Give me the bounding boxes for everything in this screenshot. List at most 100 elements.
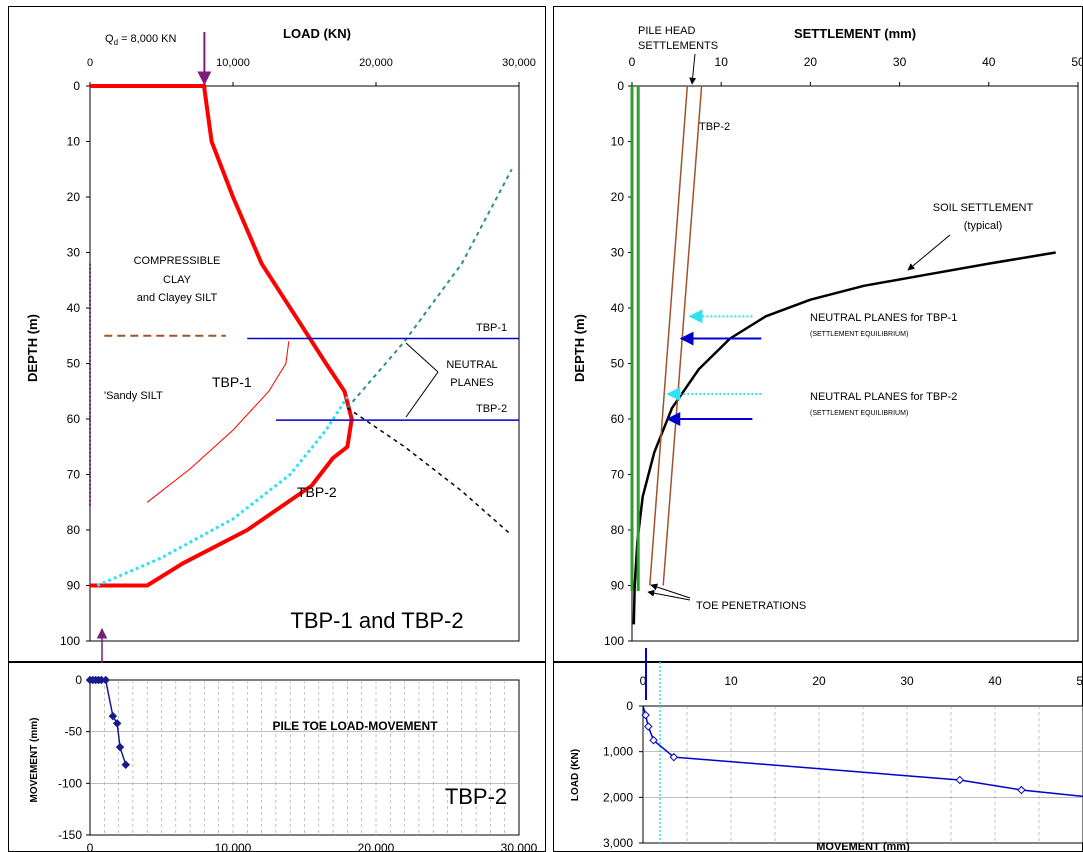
load-series-4-line (346, 407, 510, 534)
tbp2-curve-label: TBP-2 (297, 484, 337, 500)
pile-head-arrow (689, 53, 697, 85)
neutral-leader-upper (405, 342, 439, 373)
settlement-y-tick-label: 50 (611, 357, 625, 371)
toe-big-label: TBP-2 (445, 784, 507, 809)
settlement-axis-title: SETTLEMENT (mm) (794, 26, 916, 41)
toe-chart-title: PILE TOE LOAD-MOVEMENT (272, 719, 438, 733)
settlement-y-tick-label: 70 (611, 468, 625, 482)
settlement-y-tick-label: 90 (611, 579, 625, 593)
load-y-tick-label: 80 (67, 523, 81, 537)
qd-subscript: d (114, 38, 118, 47)
load-x-tick-label: 30,000 (502, 57, 536, 69)
load-x-tick-label: 10,000 (216, 57, 250, 69)
toe-x-tick-label: 0 (87, 841, 94, 852)
settlement-x-tick-label: 0 (629, 55, 636, 69)
np-tbp2-sublabel: (SETTLEMENT EQUILIBRIUM) (810, 410, 908, 417)
panel-top-left (8, 6, 546, 662)
settlement-y-tick-label: 20 (611, 190, 625, 204)
sandy-silt-label: 'Sandy SILT (104, 390, 163, 402)
load-y-tick-label: 10 (67, 135, 81, 149)
soil-settlement-label-1: SOIL SETTLEMENT (933, 202, 1034, 214)
toe-y-axis-label: MOVEMENT (mm) (29, 718, 40, 803)
load-y-tick-label: 90 (67, 579, 81, 593)
toe-x-tick-label: 10,000 (215, 841, 252, 852)
movement-x-tick-label: 0 (640, 674, 647, 688)
load-y-tick-label: 0 (73, 79, 80, 93)
settlement-y-tick-label: 30 (611, 246, 625, 260)
load-y-tick-label: 40 (67, 301, 81, 315)
settlement-x-tick-label: 40 (982, 55, 996, 69)
toe-plot-area (89, 679, 520, 836)
load-y-axis-label: DEPTH (m) (25, 314, 40, 382)
settlement-y-tick-label: 0 (617, 79, 624, 93)
movement-y-tick-label: 3,000 (603, 836, 633, 850)
movement-data-point (669, 752, 679, 762)
np-tbp2-label: NEUTRAL PLANES for TBP-2 (810, 391, 957, 403)
neutral-label-1: NEUTRAL (446, 359, 497, 371)
movement-x-axis-label: MOVEMENT (mm) (816, 841, 910, 852)
settlement-y-axis-label: DEPTH (m) (572, 314, 587, 382)
movement-x-tick-label: 50 (1076, 674, 1083, 688)
pile-head-label-1: PILE HEAD (638, 25, 696, 37)
settlement-plot-area (631, 85, 1079, 642)
movement-y-tick-label: 1,000 (603, 745, 633, 759)
settlement-x-tick-label: 20 (804, 55, 818, 69)
pile-head-label-2: SETTLEMENTS (638, 40, 718, 52)
tbp1-line-label: TBP-1 (476, 322, 507, 334)
toe-arrow-2 (647, 589, 691, 601)
soil-settlement-label-2: (typical) (964, 220, 1003, 232)
qd-value: = 8,000 KN (118, 33, 176, 45)
toe-arrow-1 (650, 583, 691, 599)
settlement-x-tick-label: 30 (893, 55, 907, 69)
load-series-2-line (96, 395, 349, 587)
compressible-label-2: CLAY (163, 274, 192, 286)
tbp1-tbp2-big-label: TBP-1 and TBP-2 (290, 608, 463, 633)
toe-y-tick-label: -50 (65, 725, 83, 739)
movement-x-tick-label: 40 (988, 674, 1002, 688)
movement-y-tick-label: 0 (626, 699, 633, 713)
soil-settlement-arrow (907, 234, 951, 271)
settlement-x-tick-label: 50 (1071, 55, 1083, 69)
toe-x-tick-label: 30,000 (501, 841, 538, 852)
movement-data-point (641, 710, 650, 720)
load-series-1-line (146, 341, 290, 503)
settlement-y-tick-label: 10 (611, 135, 625, 149)
movement-data-point (955, 775, 965, 785)
load-y-tick-label: 20 (67, 190, 81, 204)
toe-y-tick-label: -100 (58, 776, 82, 790)
qd-label: Qd = 8,000 KN (105, 33, 176, 47)
load-y-tick-label: 50 (67, 357, 81, 371)
load-x-tick-label: 20,000 (359, 57, 393, 69)
settlement-y-tick-label: 60 (611, 412, 625, 426)
compressible-label-1: COMPRESSIBLE (134, 255, 221, 267)
movement-y-axis-label: LOAD (KN) (570, 749, 581, 801)
movement-data-point (1017, 785, 1026, 795)
settlement-y-tick-label: 80 (611, 523, 625, 537)
load-y-tick-label: 100 (60, 634, 80, 648)
compressible-label-3: and Clayey SILT (137, 292, 218, 304)
settlement-series-1-line (649, 85, 689, 586)
tbp2-line-label: TBP-2 (476, 403, 507, 415)
movement-data-point (644, 722, 653, 731)
settlement-x-tick-label: 10 (715, 55, 729, 69)
movement-y-tick-label: 2,000 (603, 790, 633, 804)
movement-x-tick-label: 10 (724, 674, 738, 688)
tbp1-curve-label: TBP-1 (212, 374, 252, 390)
load-x-tick-label: 0 (87, 57, 93, 69)
toe-y-tick-label: -150 (58, 828, 82, 842)
toe-penetration-label: TOE PENETRATIONS (696, 600, 806, 612)
load-axis-title: LOAD (KN) (283, 26, 351, 41)
toe-x-tick-label: 20,000 (358, 841, 395, 852)
movement-x-tick-label: 20 (812, 674, 826, 688)
load-series-3-line (346, 168, 513, 409)
load-series-0-line (90, 84, 354, 588)
settlement-y-tick-label: 40 (611, 301, 625, 315)
load-y-tick-label: 70 (67, 468, 81, 482)
neutral-leader-lower (405, 371, 439, 418)
movement-data-point (649, 736, 658, 745)
settlement-tbp2-label: TBP-2 (699, 121, 730, 133)
neutral-label-2: PLANES (450, 377, 493, 389)
np-tbp1-sublabel: (SETTLEMENT EQUILIBRIUM) (810, 331, 908, 338)
load-y-tick-label: 60 (67, 412, 81, 426)
